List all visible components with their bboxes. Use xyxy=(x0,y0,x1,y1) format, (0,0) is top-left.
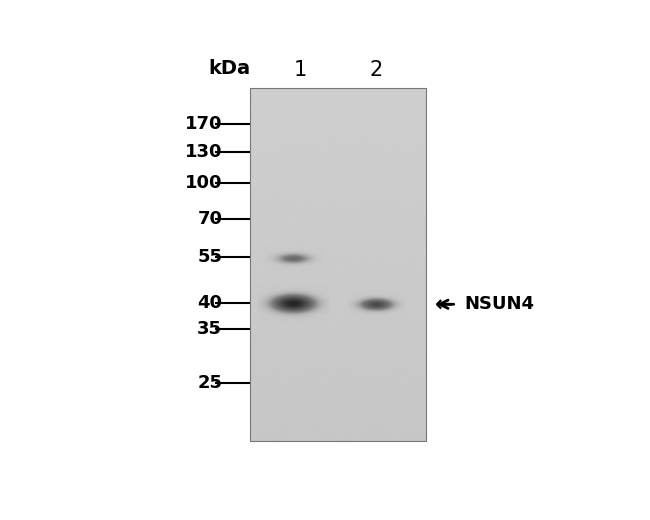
Text: NSUN4: NSUN4 xyxy=(464,295,534,313)
Text: 25: 25 xyxy=(198,374,222,392)
Text: 130: 130 xyxy=(185,144,222,162)
Text: 35: 35 xyxy=(198,320,222,337)
Text: 40: 40 xyxy=(198,294,222,311)
Text: 170: 170 xyxy=(185,115,222,134)
Text: 100: 100 xyxy=(185,174,222,191)
Bar xyxy=(250,88,426,441)
Text: 70: 70 xyxy=(198,210,222,228)
Text: 2: 2 xyxy=(369,60,383,81)
Text: 1: 1 xyxy=(294,60,307,81)
Text: 55: 55 xyxy=(198,248,222,266)
Text: ←: ← xyxy=(436,294,454,314)
Text: kDa: kDa xyxy=(209,59,251,79)
